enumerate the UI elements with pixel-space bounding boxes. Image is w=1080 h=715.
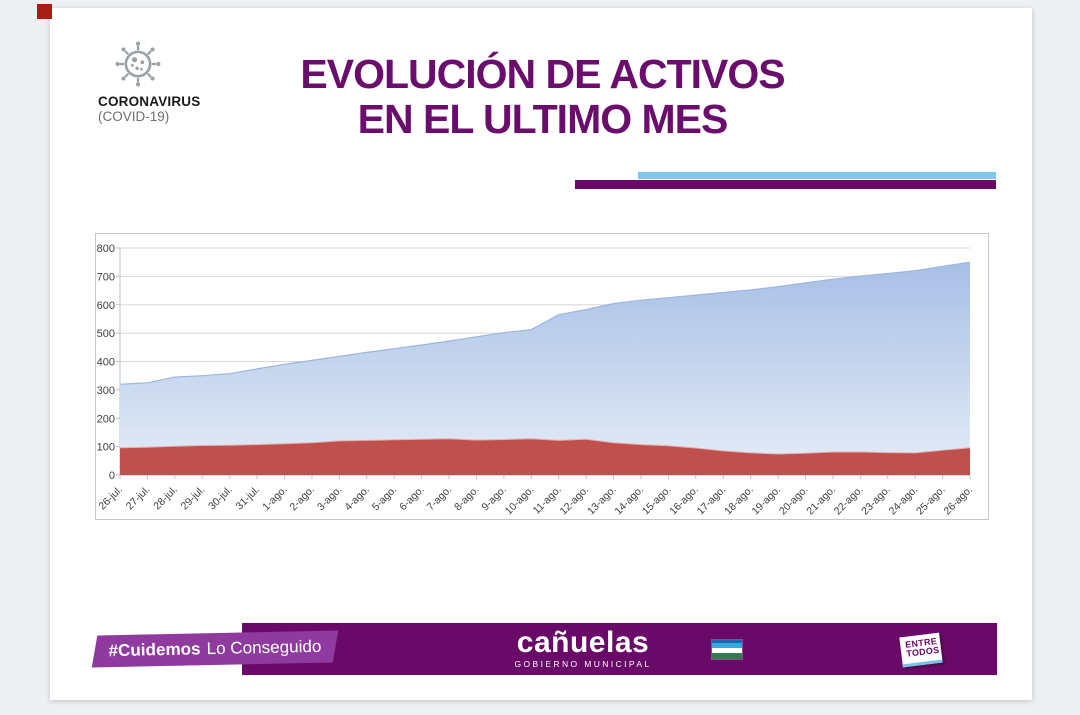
- chart-container: 0 100 200 300 400 500 600 700 800 26-jul. 27-jul. 2…: [95, 233, 989, 520]
- footer-bar: cañuelas GOBIERNO MUNICIPAL ENTRE TODOS: [242, 623, 997, 675]
- x-tick-label: 2-ago.: [288, 484, 318, 514]
- x-tick-label: 30-jul.: [206, 484, 235, 513]
- cuidemos-hashtag: #Cuidemos: [108, 639, 201, 661]
- y-tick-label: 400: [97, 357, 115, 369]
- brand-subtitle: (COVID-19): [98, 109, 170, 124]
- x-tick-label: 23-ago.: [859, 484, 893, 518]
- x-tick-label: 5-ago.: [370, 484, 400, 514]
- x-tick-label: 25-ago.: [914, 484, 948, 518]
- y-tick-label: 0: [109, 470, 115, 482]
- x-tick-label: 13-ago.: [585, 484, 619, 518]
- page-title-line1: EVOLUCIÓN DE ACTIVOS: [300, 51, 785, 97]
- y-tick-label: 800: [97, 243, 115, 255]
- page-title: EVOLUCIÓN DE ACTIVOS EN EL ULTIMO MES: [260, 52, 825, 142]
- y-tick-label: 200: [97, 413, 115, 425]
- municipality-subtitle: GOBIERNO MUNICIPAL: [514, 659, 652, 669]
- x-tick-label: 4-ago.: [342, 484, 372, 514]
- x-tick-label: 8-ago.: [452, 484, 482, 514]
- red-area: [120, 438, 970, 475]
- cuidemos-ribbon: #Cuidemos Lo Conseguido: [91, 630, 339, 668]
- x-tick-label: 10-ago.: [503, 484, 537, 518]
- cuidemos-text: #Cuidemos Lo Conseguido: [94, 631, 336, 668]
- x-tick-label: 31-jul.: [234, 484, 263, 513]
- x-tick-label: 19-ago.: [750, 484, 784, 518]
- entre-todos-badge: ENTRE TODOS: [899, 632, 943, 668]
- decorative-purple-bar: [575, 180, 996, 189]
- x-tick-label: 27-jul.: [124, 484, 153, 513]
- page-title-line2: EN EL ULTIMO MES: [357, 96, 729, 142]
- x-tick-label: 22-ago.: [832, 484, 866, 518]
- x-tick-label: 3-ago.: [315, 484, 345, 514]
- x-tick-label: 21-ago.: [804, 484, 838, 518]
- x-tick-label: 6-ago.: [397, 484, 427, 514]
- cuidemos-rest: Lo Conseguido: [206, 636, 322, 659]
- x-tick-label: 1-ago.: [260, 484, 290, 514]
- x-tick-label: 20-ago.: [777, 484, 811, 518]
- entre-todos-badge-text: ENTRE TODOS: [899, 633, 941, 660]
- corner-red-square-icon: [37, 4, 52, 19]
- municipality-name: cañuelas: [516, 626, 650, 659]
- x-tick-label: 16-ago.: [667, 484, 701, 518]
- y-tick-label: 500: [97, 328, 115, 340]
- x-tick-label: 17-ago.: [695, 484, 729, 518]
- y-tick-label: 700: [97, 271, 115, 283]
- flag-icon: [712, 640, 742, 659]
- coronavirus-icon: [112, 36, 164, 92]
- y-tick-label: 600: [97, 300, 115, 312]
- x-tick-label: 14-ago.: [612, 484, 646, 518]
- blue-area: [120, 262, 970, 475]
- slide-page: CORONAVIRUS (COVID-19) EVOLUCIÓN DE ACTI…: [50, 8, 1032, 700]
- x-tick-label: 12-ago.: [558, 484, 592, 518]
- x-tick-label: 15-ago.: [640, 484, 674, 518]
- x-tick-label: 7-ago.: [425, 484, 455, 514]
- area-chart: 010020030040050060070080026-jul.27-jul.2…: [96, 243, 975, 518]
- x-tick-label: 26-jul.: [96, 484, 125, 513]
- brand-block: CORONAVIRUS (COVID-19): [98, 36, 238, 124]
- x-tick-label: 26-ago.: [941, 484, 975, 518]
- x-tick-label: 24-ago.: [887, 484, 921, 518]
- y-tick-label: 100: [97, 442, 115, 454]
- brand-title: CORONAVIRUS: [98, 94, 201, 109]
- x-tick-label: 11-ago.: [531, 484, 564, 517]
- x-tick-label: 18-ago.: [722, 484, 756, 518]
- municipality-logo: cañuelas GOBIERNO MUNICIPAL: [488, 626, 678, 670]
- x-tick-label: 28-jul.: [151, 484, 180, 513]
- y-tick-label: 300: [97, 385, 115, 397]
- decorative-cyan-bar: [638, 172, 996, 179]
- x-tick-label: 29-jul.: [179, 484, 208, 513]
